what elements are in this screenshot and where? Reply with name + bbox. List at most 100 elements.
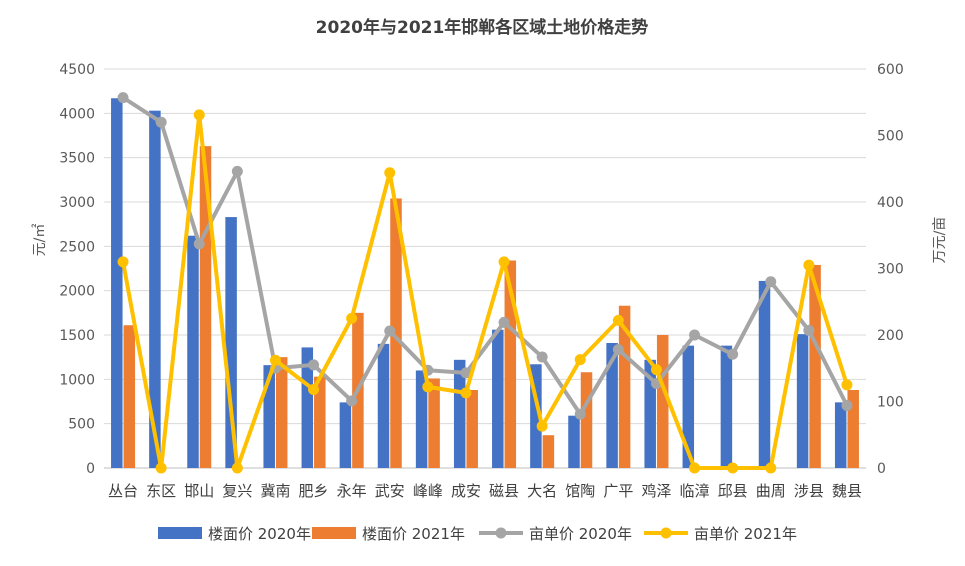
bar [415, 370, 428, 468]
category-label: 曲周 [756, 482, 786, 500]
line-point [193, 109, 205, 121]
line-point [346, 395, 358, 407]
bar [199, 146, 212, 468]
line-marks [117, 92, 853, 474]
left-tick-label: 500 [68, 417, 95, 433]
line-point [612, 344, 624, 356]
bar [656, 335, 669, 468]
line-point [308, 359, 320, 371]
line-point [460, 387, 472, 399]
line-point [308, 384, 320, 396]
category-labels: 丛台 东区 邯山 复兴 冀南 肥乡 永年 武安 峰峰 成安 磁县 大名 馆陶 广平 鸡泽 临漳 邱县 曲周 涉县 魏县 [108, 482, 862, 500]
bar [111, 98, 123, 468]
category-label: 邯山 [184, 482, 214, 500]
category-label: 东区 [146, 482, 176, 500]
line-point [117, 256, 129, 268]
legend: 楼面价 2020年 楼面价 2021年 亩单价 2020年 亩单价 2021年 [158, 525, 797, 543]
line-point [231, 165, 243, 177]
line-point [841, 399, 853, 411]
bar [275, 357, 288, 468]
left-tick-label: 3500 [59, 151, 95, 167]
series-line [121, 112, 849, 470]
line-point [574, 354, 586, 366]
legend-label: 楼面价 2021年 [362, 525, 465, 543]
line-point [765, 462, 777, 474]
right-tick-label: 500 [877, 129, 904, 145]
bar [682, 345, 695, 468]
line-point [498, 256, 510, 268]
series-line [121, 95, 849, 417]
category-label: 冀南 [260, 482, 290, 500]
y2-axis-title: 万元/亩 [931, 217, 948, 264]
category-label: 广平 [603, 482, 633, 500]
line-point [193, 238, 205, 250]
line-point [689, 329, 701, 341]
line-point [612, 314, 624, 326]
category-label: 武安 [375, 482, 405, 500]
line-point [803, 324, 815, 336]
bar [428, 378, 440, 468]
line-point [536, 351, 548, 363]
bar [542, 435, 555, 468]
bar [314, 376, 326, 468]
line-point [841, 379, 853, 391]
category-label: 丛台 [108, 482, 138, 500]
bar [758, 280, 771, 468]
line-point [803, 259, 815, 271]
bar [123, 325, 136, 468]
category-label: 临漳 [680, 482, 710, 500]
line-point [155, 116, 167, 128]
chart-title: 2020年与2021年邯郸各区域土地价格走势 [316, 17, 649, 38]
bar [339, 402, 352, 468]
legend-marker [660, 527, 672, 539]
line-point [117, 92, 129, 104]
right-tick-label: 300 [877, 262, 904, 278]
bar [301, 347, 314, 468]
right-tick-label: 400 [877, 195, 904, 211]
legend-swatch [158, 527, 202, 539]
line-point [727, 462, 739, 474]
line-point [498, 316, 510, 328]
line-point [422, 381, 434, 393]
bar [530, 364, 542, 468]
line-point [384, 167, 396, 179]
bar [606, 342, 618, 468]
line-point [155, 462, 167, 474]
bar [504, 260, 517, 468]
right-tick-label: 100 [877, 395, 904, 411]
category-label: 鸡泽 [641, 482, 671, 500]
bar [263, 365, 275, 468]
line-point [765, 276, 777, 288]
left-tick-label: 1000 [59, 372, 95, 388]
bar [466, 389, 478, 468]
category-label: 峰峰 [413, 482, 443, 500]
line-point [689, 462, 701, 474]
bar [847, 389, 859, 468]
bar [187, 235, 199, 468]
legend-label: 楼面价 2020年 [208, 525, 311, 543]
category-label: 复兴 [222, 482, 252, 500]
category-label: 肥乡 [299, 482, 329, 500]
bar [720, 345, 733, 468]
right-tick-label: 0 [877, 461, 886, 477]
right-tick-label: 600 [877, 62, 904, 78]
bar [453, 359, 466, 468]
bar [580, 372, 593, 468]
category-label: 涉县 [794, 482, 824, 500]
category-label: 魏县 [832, 482, 862, 500]
bar [568, 415, 580, 468]
left-tick-label: 2000 [59, 284, 95, 300]
line-point [460, 367, 472, 379]
legend-marker [495, 527, 507, 539]
category-label: 大名 [527, 482, 557, 500]
category-label: 馆陶 [565, 482, 595, 500]
bar [644, 359, 656, 468]
left-tick-label: 1500 [59, 328, 95, 344]
bar [225, 217, 237, 468]
line-point [574, 408, 586, 420]
line-point [231, 462, 243, 474]
bar [492, 329, 504, 468]
bar [834, 402, 847, 468]
